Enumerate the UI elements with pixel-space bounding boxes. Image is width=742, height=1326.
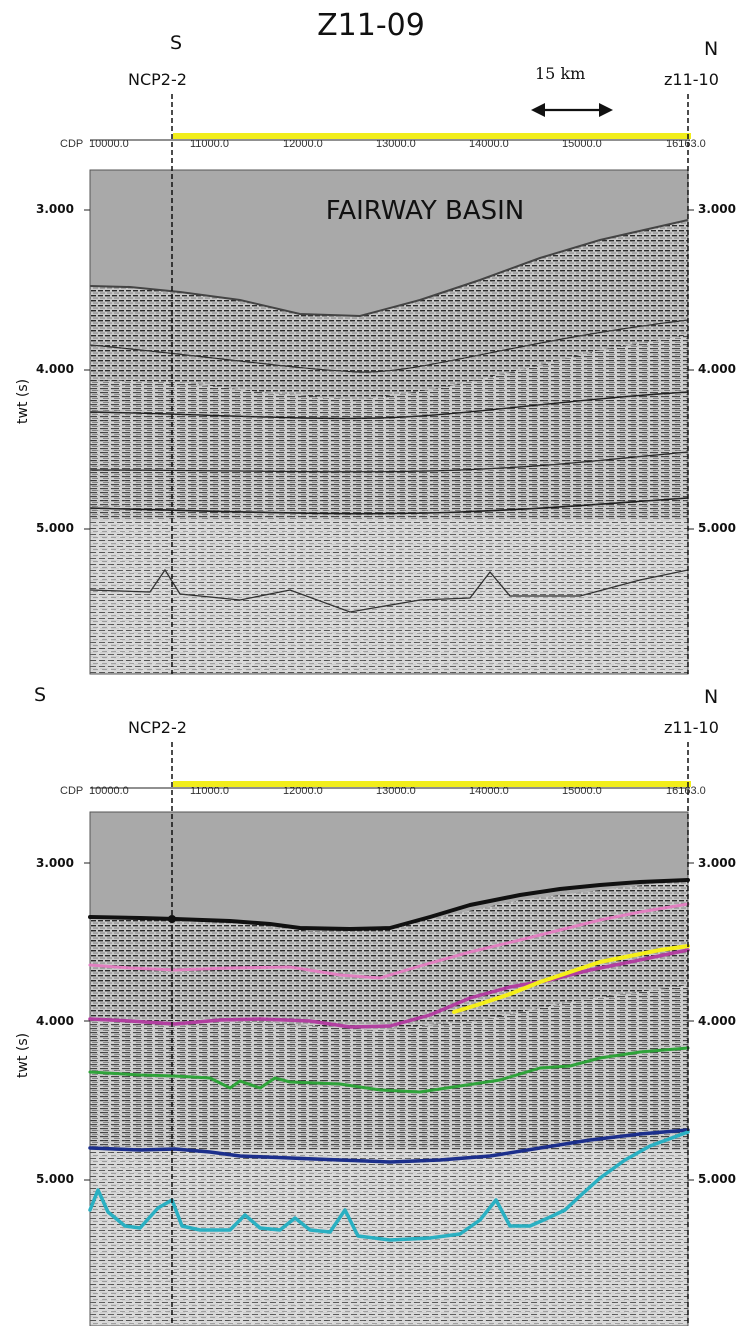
y-tick-right: 3.000 — [698, 202, 736, 216]
horizon-black — [88, 878, 690, 931]
horizon-green — [88, 1046, 690, 1094]
cdp-tick-label: 14000.0 — [469, 138, 509, 150]
fairway-basin-annotation: FAIRWAY BASIN — [326, 196, 524, 226]
north-label-top: N — [704, 38, 719, 60]
horizon-yellow — [452, 944, 690, 1014]
seismic-section-top: FAIRWAY BASIN — [89, 169, 689, 675]
y-tick-left: 5.000 — [36, 521, 74, 535]
y-tick-left: 4.000 — [36, 362, 74, 376]
well-label-right-bottom: z11-10 — [664, 718, 719, 737]
y-tick-left: 4.000 — [36, 1014, 74, 1028]
well-label-left-top: NCP2-2 — [128, 70, 187, 89]
horizon-blue — [88, 1128, 690, 1164]
scale-bar-label: 15 km — [535, 64, 586, 83]
coverage-bar-top — [173, 133, 691, 139]
horizon-pink — [88, 902, 690, 980]
y-tick-left: 3.000 — [36, 856, 74, 870]
cdp-label: CDP — [60, 138, 84, 150]
horizon-magenta — [88, 948, 690, 1029]
seismic-section-bottom — [89, 811, 689, 1326]
y-tick-right: 3.000 — [698, 856, 736, 870]
well-label-left-bottom: NCP2-2 — [128, 718, 187, 737]
y-tick-right: 5.000 — [698, 521, 736, 535]
cdp-tick-label: 16163.0 — [666, 138, 706, 150]
cdp-tick-label: 13000.0 — [376, 138, 416, 150]
y-tick-right: 4.000 — [698, 1014, 736, 1028]
well-tie-marker — [168, 915, 176, 923]
figure-title: Z11-09 — [317, 8, 425, 43]
coverage-bar-bottom — [173, 781, 691, 787]
cdp-tick-label: 12000.0 — [283, 138, 323, 150]
horizon-cyan — [88, 1130, 690, 1242]
y-tick-right: 4.000 — [698, 362, 736, 376]
y-tick-left: 3.000 — [36, 202, 74, 216]
cdp-tick-label: 15000.0 — [562, 138, 602, 150]
cdp-tick-label: 11000.0 — [190, 138, 229, 150]
y-tick-right: 5.000 — [698, 1172, 736, 1186]
y-tick-left: 5.000 — [36, 1172, 74, 1186]
axis-ticks-top — [84, 139, 694, 530]
well-label-right-top: z11-10 — [664, 70, 719, 89]
cdp-label: CDP — [60, 785, 84, 797]
south-label-top: S — [170, 32, 183, 54]
horizon-lines — [88, 878, 690, 1242]
north-label-bottom: N — [704, 686, 719, 708]
axis-ticks-bottom — [84, 787, 694, 1181]
south-label-bottom: S — [34, 684, 47, 706]
cdp-tick-label: 10000.0 — [89, 138, 129, 150]
scale-bar-arrow — [531, 103, 613, 117]
